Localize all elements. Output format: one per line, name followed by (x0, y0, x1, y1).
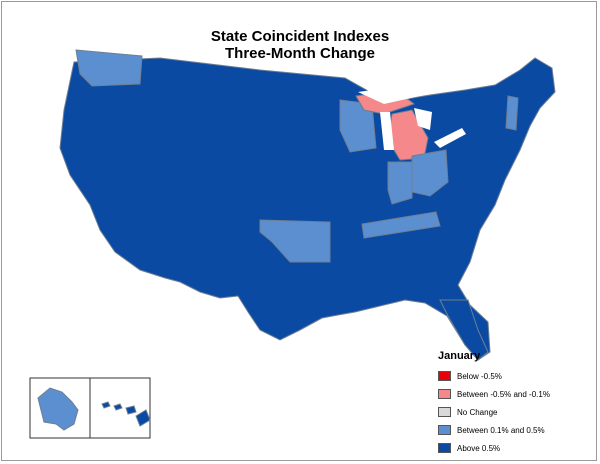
state-oklahoma (259, 219, 331, 263)
state-indiana (387, 161, 413, 205)
map-subtitle: Three-Month Change (225, 45, 375, 62)
state-alaska (37, 387, 79, 431)
contiguous-us (59, 57, 556, 361)
legend-label: Below -0.5% (457, 371, 502, 381)
legend-label: Above 0.5% (457, 443, 501, 453)
legend: January Below -0.5% Between -0.5% and -0… (438, 350, 588, 458)
map-title: State Coincident Indexes (210, 28, 390, 45)
legend-swatch-between-neg (438, 389, 451, 399)
legend-label: Between 0.1% and 0.5% (457, 425, 545, 435)
state-ohio (411, 149, 449, 197)
legend-item: Between 0.1% and 0.5% (438, 422, 588, 438)
lake-superior (358, 86, 420, 104)
legend-title: January (438, 350, 481, 362)
legend-label: No Change (457, 407, 498, 417)
state-washington (75, 49, 143, 87)
legend-label: Between -0.5% and -0.1% (457, 389, 550, 399)
legend-item: Below -0.5% (438, 368, 588, 384)
legend-item: Above 0.5% (438, 440, 588, 456)
lake-huron (414, 108, 432, 130)
state-tennessee (361, 211, 441, 239)
legend-item: No Change (438, 404, 588, 420)
state-vermont (505, 95, 519, 131)
legend-swatch-no-change (438, 407, 451, 417)
legend-item: Between -0.5% and -0.1% (438, 386, 588, 402)
florida (439, 299, 489, 361)
legend-swatch-below-0-5 (438, 371, 451, 381)
lake-erie (434, 128, 466, 148)
lake-michigan (380, 112, 394, 150)
legend-swatch-above-0-5 (438, 443, 451, 453)
legend-swatch-between-pos (438, 425, 451, 435)
state-hawaii (101, 401, 151, 427)
